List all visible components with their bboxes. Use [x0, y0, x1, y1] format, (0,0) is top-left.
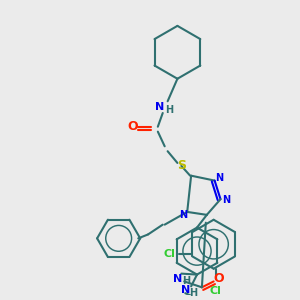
Text: Cl: Cl	[210, 286, 221, 296]
Text: N: N	[155, 102, 164, 112]
Text: H: H	[182, 276, 190, 286]
Text: N: N	[222, 195, 230, 205]
Text: N: N	[173, 274, 182, 284]
Text: Cl: Cl	[164, 249, 175, 259]
Text: H: H	[189, 288, 197, 298]
Text: H: H	[166, 105, 174, 115]
Text: O: O	[213, 272, 224, 285]
Text: N: N	[181, 285, 190, 295]
Text: O: O	[127, 120, 138, 133]
Text: S: S	[177, 159, 186, 172]
Text: N: N	[215, 172, 223, 183]
Text: N: N	[179, 210, 188, 220]
